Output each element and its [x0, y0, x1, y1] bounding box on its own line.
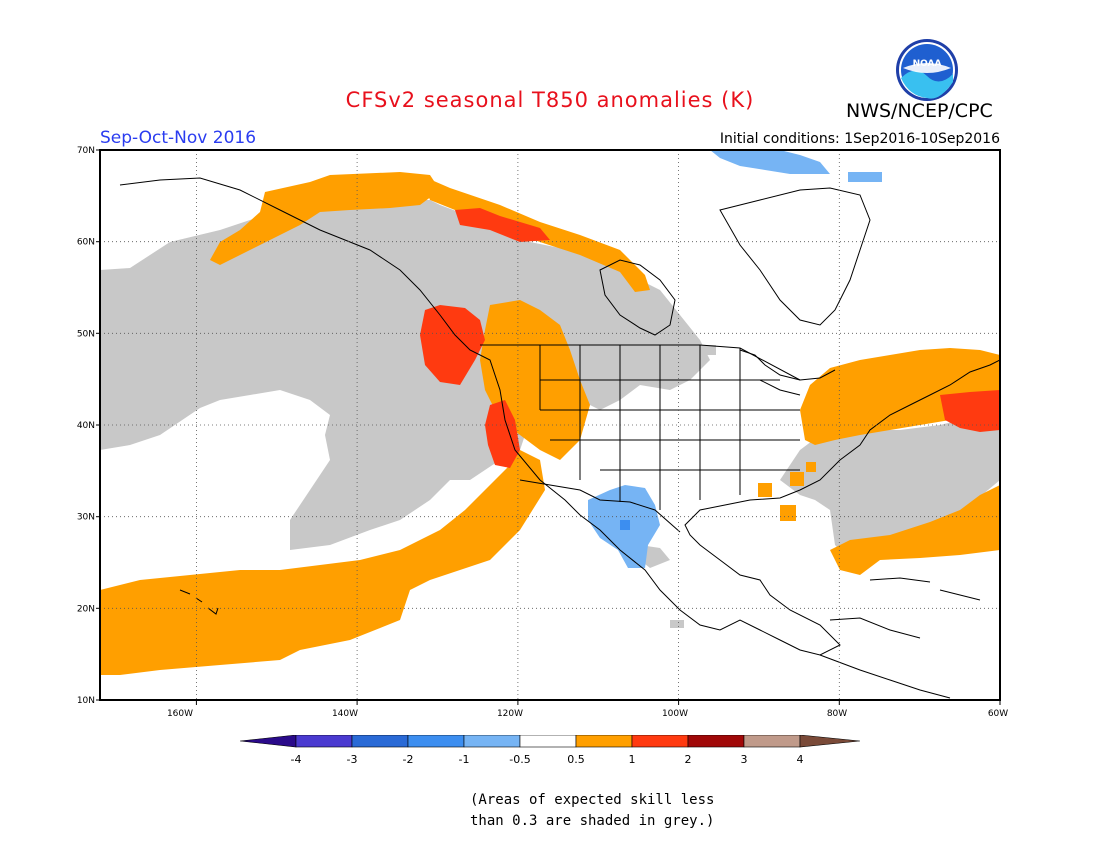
anomaly-map: 70N 60N 50N 40N 30N 20N 10N 160W 140W 12… [77, 146, 1008, 719]
lat-label-60n: 60N [77, 238, 95, 248]
lat-label-10n: 10N [77, 696, 95, 706]
colorbar-bin-2 [351, 735, 409, 748]
colorbar-bin-1 [295, 735, 353, 748]
red-region-pacific-northwest [420, 305, 485, 385]
latitude-labels: 70N 60N 50N 40N 30N 20N 10N [77, 146, 95, 706]
colorbar-tick-3: -1 [459, 753, 470, 766]
orange-region-atlantic [830, 485, 1000, 575]
hawaii-islands [179, 589, 219, 615]
darkblue-region-mexico [620, 520, 630, 530]
colorbar-arrow-low [240, 735, 297, 748]
colorbar-arrow-high [799, 735, 861, 748]
skill-note-line-1: (Areas of expected skill less [470, 792, 715, 808]
colorbar-tick-7: 2 [685, 753, 692, 766]
lat-label-30n: 30N [77, 513, 95, 523]
noaa-logo: NOAA [896, 39, 958, 101]
logo-text: NOAA [913, 59, 942, 69]
orange-region-alaska [210, 172, 440, 265]
greenland-coast [719, 187, 871, 326]
colorbar-tick-1: -3 [347, 753, 358, 766]
orange-region-gulf-4 [806, 462, 816, 472]
colorbar-tick-6: 1 [629, 753, 636, 766]
axis-ticks [96, 149, 1001, 705]
us-state-lines [539, 345, 800, 510]
colorbar-tick-0: -4 [291, 753, 302, 766]
lat-label-70n: 70N [77, 146, 95, 156]
north-america-coastline [119, 177, 1000, 656]
colorbar-tick-2: -2 [403, 753, 414, 766]
us-mexico-border [519, 479, 681, 533]
lat-label-40n: 40N [77, 421, 95, 431]
lon-label-140w: 140W [332, 709, 358, 719]
colorbar-tick-4: -0.5 [509, 753, 530, 766]
colorbar-bin-4 [463, 735, 521, 748]
lon-label-80w: 80W [827, 709, 847, 719]
grey-region-north-pacific [100, 200, 710, 550]
colorbar-bin-7 [631, 735, 689, 748]
colorbar-bin-6 [575, 735, 633, 748]
us-canada-border [480, 344, 801, 381]
initial-conditions-label: Initial conditions: 1Sep2016-10Sep2016 [719, 131, 1000, 147]
grey-region-small-2 [700, 345, 716, 355]
lon-label-160w: 160W [167, 709, 193, 719]
caribbean-islands [869, 577, 981, 601]
colorbar-tick-5: 0.5 [567, 753, 585, 766]
colorbar: -4 -3 -2 -1 -0.5 0.5 1 2 3 4 [240, 735, 861, 766]
red-region-canada [455, 208, 550, 242]
orange-region-gulf-2 [780, 505, 796, 521]
orange-region-northeast [800, 348, 1000, 445]
longitude-labels: 160W 140W 120W 100W 80W 60W [167, 709, 1008, 719]
orange-region-gulf-1 [758, 483, 772, 497]
orange-region-west-coast-strip [100, 450, 545, 675]
grey-region-caribbean [640, 545, 670, 568]
season-label: Sep-Oct-Nov 2016 [100, 128, 257, 148]
colorbar-tick-8: 3 [741, 753, 748, 766]
lon-label-100w: 100W [662, 709, 688, 719]
chart-title: CFSv2 seasonal T850 anomalies (K) [345, 88, 755, 112]
lon-label-60w: 60W [988, 709, 1008, 719]
hudson-bay [599, 259, 676, 336]
red-anomaly-regions [420, 208, 1000, 468]
colorbar-bin-9 [743, 735, 801, 748]
red-region-newfoundland [940, 390, 1000, 432]
lat-label-50n: 50N [77, 329, 95, 339]
coastlines [119, 177, 1000, 699]
orange-region-gulf-3 [790, 472, 804, 486]
central-america-coast [819, 617, 951, 699]
lightblue-region-arctic-2 [848, 172, 882, 182]
great-lakes [739, 349, 836, 396]
lightblue-region-arctic-1 [710, 150, 830, 174]
lon-label-120w: 120W [497, 709, 523, 719]
colorbar-tick-9: 4 [797, 753, 804, 766]
skill-note-line-2: than 0.3 are shaded in grey.) [470, 813, 715, 829]
colorbar-bin-5 [519, 735, 577, 748]
organization-label: NWS/NCEP/CPC [846, 100, 993, 122]
grey-region-small-1 [670, 620, 684, 628]
skill-note: (Areas of expected skill less than 0.3 a… [470, 790, 714, 832]
colorbar-bin-3 [407, 735, 465, 748]
colorbar-bin-8 [687, 735, 745, 748]
lat-label-20n: 20N [77, 604, 95, 614]
red-region-california [485, 400, 520, 468]
